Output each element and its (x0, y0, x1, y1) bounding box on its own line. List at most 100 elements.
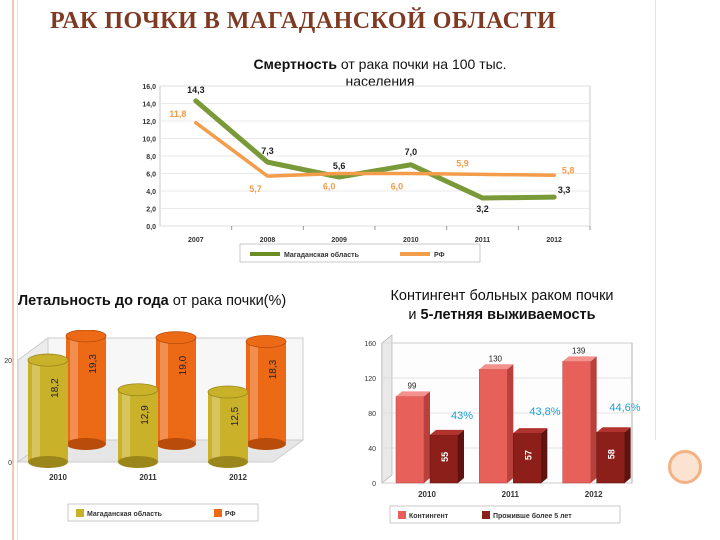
data-label: 55 (440, 452, 450, 462)
cylinder-base (246, 438, 286, 450)
data-label: 6,0 (323, 182, 336, 192)
x-tick-label: 2009 (331, 237, 347, 244)
cylinder-body (66, 335, 106, 444)
percent-annotation: 44,6% (609, 402, 640, 414)
mortality-title-line2: населения (345, 73, 415, 89)
right-decor-line (655, 0, 656, 440)
contingent-chart-title: Контингент больных раком почки и 5-летня… (357, 287, 647, 325)
cylinder-top (155, 331, 197, 344)
legend-swatch (398, 511, 406, 519)
x-tick-label: 2010 (49, 473, 67, 482)
bar-side (590, 356, 597, 483)
data-label: 3,3 (558, 185, 571, 195)
cylinder-top (245, 335, 287, 348)
bar-side (507, 364, 514, 483)
y-tick-label: 16,0 (142, 84, 156, 91)
bar-top (430, 429, 464, 435)
bar (429, 434, 459, 484)
legend-swatch (482, 511, 490, 519)
bar (479, 369, 508, 484)
cylinder-highlight (32, 360, 40, 462)
data-label: 5,7 (249, 184, 262, 194)
data-label: 7,3 (261, 146, 274, 156)
data-label: 57 (523, 450, 533, 460)
series-line-1 (194, 121, 556, 178)
left-border-line (12, 0, 14, 540)
mortality-line-chart: 0,0 2,0 4,0 6,0 8,0 10,0 12,0 14,0 16,0 2007 2008 2… (142, 84, 591, 263)
legend-swatch (214, 509, 222, 517)
page-title: РАК ПОЧКИ В МАГАДАНСКОЙ ОБЛАСТИ (50, 8, 557, 34)
cylinder-base (66, 438, 106, 450)
x-tick-label: 2008 (260, 237, 276, 244)
lethality-title-bold: Летальность до года (18, 293, 169, 309)
bar-top (479, 364, 514, 370)
legend-label: Магаданская область (87, 510, 163, 518)
data-label: 11,8 (169, 109, 186, 119)
data-label: 7,0 (405, 147, 418, 157)
cylinder-highlight (122, 389, 130, 462)
left-border-line-thin (17, 0, 18, 540)
cylinder-top (117, 383, 159, 397)
bar-side (424, 391, 430, 483)
data-label: 99 (408, 381, 417, 390)
bar-top (562, 356, 597, 362)
y-tick-label: 160 (364, 341, 376, 348)
bar-side (624, 427, 631, 483)
mortality-title-bold: Смертность (253, 56, 337, 72)
data-label: 19,3 (88, 354, 99, 374)
data-label: 14,3 (187, 85, 205, 95)
cylinder-top (27, 353, 69, 367)
cylinder-body (208, 392, 248, 462)
x-tick-label: 2011 (502, 490, 520, 499)
cylinder-highlight (70, 335, 78, 444)
lethality-chart-title: Летальность до года от рака почки(%) (18, 293, 286, 309)
bar-top (513, 428, 548, 434)
bar-top (596, 427, 631, 433)
data-label: 5,6 (333, 161, 346, 171)
cylinder-highlight (160, 337, 168, 444)
mortality-chart-title: Смертность от рака почки на 100 тыс. нас… (170, 56, 590, 90)
y-tick-label: 10,0 (142, 137, 156, 144)
x-tick-label: 2007 (188, 237, 204, 244)
decor-circle (668, 450, 702, 484)
data-label: 19,0 (178, 355, 189, 375)
y-tick-label: 2,0 (146, 207, 156, 214)
contingent-title-line1: Контингент больных раком почки (390, 288, 614, 304)
contingent-title-line2-bold: 5-летняя выживаемость (420, 307, 596, 323)
y-tick-label: 80 (368, 411, 376, 418)
y-tick-label: 0 (372, 481, 376, 488)
percent-annotation: 43% (451, 410, 473, 422)
cylinder-base (156, 438, 196, 450)
data-label: 6,0 (391, 182, 404, 192)
mortality-title-rest: от рака почки на 100 тыс. (340, 56, 507, 72)
bar-side (541, 428, 548, 483)
lethality-title-rest: от рака почки(%) (172, 293, 287, 309)
legend-box (389, 505, 621, 524)
x-tick-label: 2012 (229, 473, 247, 482)
series-line-0 (193, 98, 557, 201)
data-label: 5,8 (562, 165, 575, 175)
legend-label: Контингент (409, 513, 449, 520)
cylinder-body (28, 360, 68, 462)
x-tick-label: 2010 (403, 237, 419, 244)
x-tick-label: 2010 (418, 490, 436, 499)
bar (513, 432, 542, 484)
data-label: 5,9 (456, 158, 469, 168)
y-tick-label: 0 (8, 460, 12, 467)
y-tick-label: 20 (4, 358, 12, 365)
legend-box (239, 243, 481, 263)
cylinder-body (118, 389, 158, 462)
lethality-cylinder-chart: 20 0 19,3 18,2 2010 19,0 12,9 2011 18,3 12,5 2012 М… (4, 330, 305, 522)
legend-label: РФ (225, 511, 236, 518)
y-tick-label: 6,0 (146, 172, 156, 179)
y-tick-label: 0,0 (146, 224, 156, 231)
legend-swatch (76, 509, 84, 517)
bar-side (458, 429, 464, 483)
bar (562, 361, 591, 484)
data-label: 18,2 (50, 378, 61, 398)
bar-top (396, 391, 430, 397)
y-tick-label: 4,0 (146, 189, 156, 196)
legend-label: Проживше более 5 лет (493, 512, 572, 520)
cylinder-highlight (250, 341, 258, 444)
x-tick-label: 2012 (585, 490, 603, 499)
